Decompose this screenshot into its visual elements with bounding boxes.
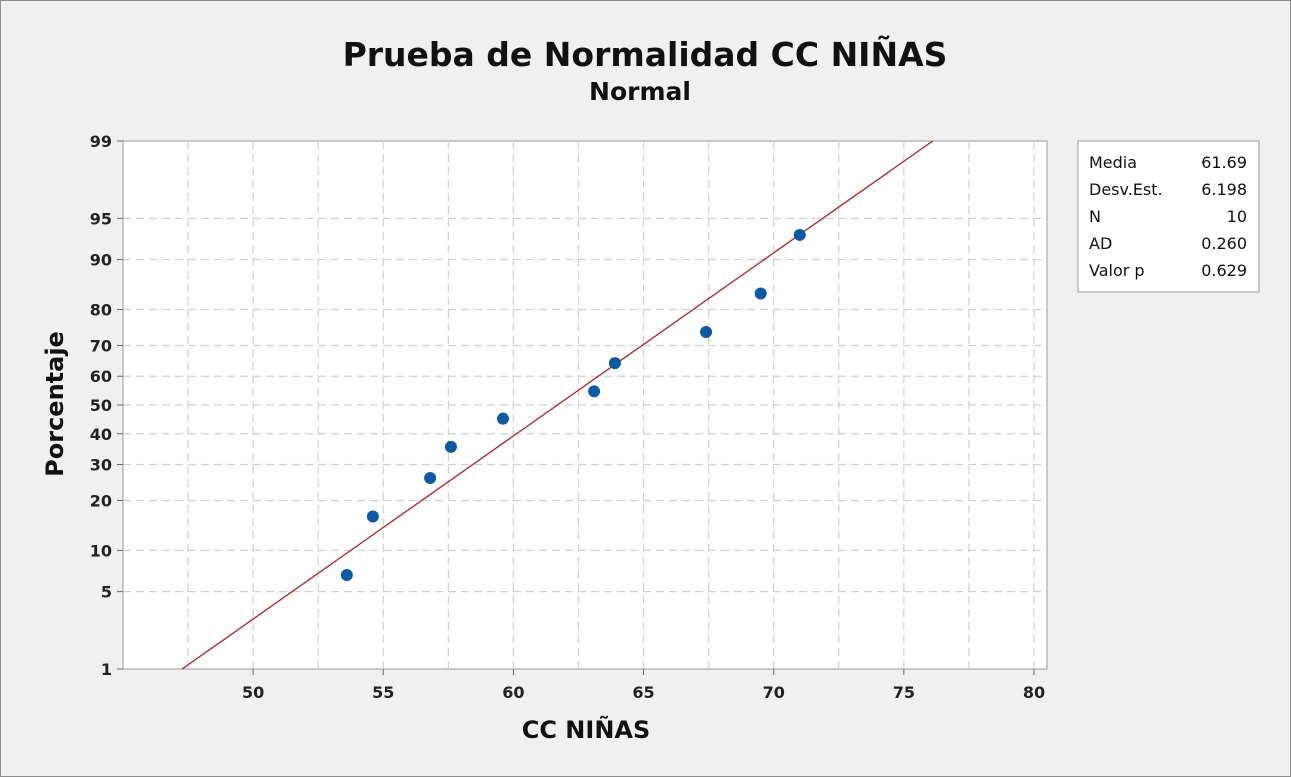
fit-line-layer xyxy=(181,140,934,670)
y-tick-label: 50 xyxy=(90,396,112,415)
x-axis-ticks: 50 55 60 65 70 75 80 xyxy=(242,669,1045,702)
stats-label: Media xyxy=(1089,153,1137,172)
data-point xyxy=(497,412,510,425)
data-point xyxy=(424,472,437,485)
y-tick-label: 30 xyxy=(90,456,112,475)
x-tick-label: 55 xyxy=(372,683,394,702)
stats-value: 10 xyxy=(1227,207,1247,226)
chart-title: Prueba de Normalidad CC NIÑAS xyxy=(343,34,948,74)
y-gridlines xyxy=(123,217,1047,593)
stats-label: AD xyxy=(1089,234,1112,253)
data-point xyxy=(700,325,713,338)
x-tick-label: 50 xyxy=(242,683,264,702)
x-tick-label: 75 xyxy=(893,683,915,702)
y-tick-label: 1 xyxy=(101,660,112,679)
y-tick-label: 70 xyxy=(90,336,112,355)
stats-value: 0.629 xyxy=(1201,261,1247,280)
stats-value: 61.69 xyxy=(1201,153,1247,172)
stats-legend-box xyxy=(1077,140,1260,293)
stats-value: 0.260 xyxy=(1201,234,1247,253)
x-tick-label: 70 xyxy=(763,683,785,702)
stats-value: 6.198 xyxy=(1201,180,1247,199)
x-tick-label: 60 xyxy=(502,683,524,702)
x-tick-label: 65 xyxy=(632,683,654,702)
data-point xyxy=(793,228,806,241)
y-tick-label: 90 xyxy=(90,251,112,270)
data-point xyxy=(608,357,621,370)
y-tick-label: 80 xyxy=(90,300,112,319)
stats-label: Valor p xyxy=(1089,261,1145,280)
y-tick-label: 40 xyxy=(90,425,112,444)
x-axis-title: CC NIÑAS xyxy=(522,715,651,744)
data-point xyxy=(444,440,457,453)
data-points xyxy=(340,228,806,582)
y-tick-label: 10 xyxy=(90,541,112,560)
stats-legend: Media 61.69 Desv.Est. 6.198 N 10 AD 0.260 Valor … xyxy=(1077,140,1260,293)
y-axis-title: Porcentaje xyxy=(41,331,69,477)
fit-line xyxy=(181,140,934,670)
stats-label: N xyxy=(1089,207,1101,226)
data-point xyxy=(340,569,353,582)
y-tick-label: 5 xyxy=(101,583,112,602)
y-tick-label: 99 xyxy=(90,132,112,151)
stats-label: Desv.Est. xyxy=(1089,180,1163,199)
y-tick-label: 95 xyxy=(90,209,112,228)
data-point xyxy=(366,510,379,523)
x-tick-label: 80 xyxy=(1023,683,1045,702)
data-point xyxy=(754,287,767,300)
y-axis-ticks: 1 5 10 20 30 40 50 60 70 80 90 95 99 xyxy=(90,132,123,679)
chart-subtitle: Normal xyxy=(589,77,691,106)
y-tick-label: 20 xyxy=(90,492,112,511)
data-point xyxy=(588,385,601,398)
y-tick-label: 60 xyxy=(90,367,112,386)
